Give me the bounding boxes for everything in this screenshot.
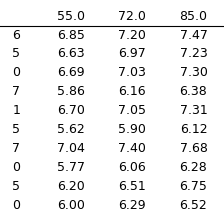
Text: 6.00: 6.00 <box>57 199 85 212</box>
Text: 7.03: 7.03 <box>118 66 146 79</box>
Text: 6.70: 6.70 <box>57 104 85 117</box>
Text: 7.40: 7.40 <box>118 142 146 155</box>
Text: 0: 0 <box>12 161 20 174</box>
Text: 72.0: 72.0 <box>118 10 146 23</box>
Text: 6.12: 6.12 <box>180 123 207 136</box>
Text: 5: 5 <box>12 180 20 193</box>
Text: 7.68: 7.68 <box>179 142 207 155</box>
Text: 5: 5 <box>12 123 20 136</box>
Text: 6.29: 6.29 <box>118 199 146 212</box>
Text: 7.31: 7.31 <box>180 104 207 117</box>
Text: 0: 0 <box>12 199 20 212</box>
Text: 6.28: 6.28 <box>180 161 207 174</box>
Text: 7.20: 7.20 <box>118 29 146 42</box>
Text: 6.16: 6.16 <box>118 85 146 98</box>
Text: 6.06: 6.06 <box>118 161 146 174</box>
Text: 6.20: 6.20 <box>57 180 85 193</box>
Text: 5.77: 5.77 <box>57 161 85 174</box>
Text: 7.04: 7.04 <box>57 142 85 155</box>
Text: 7.47: 7.47 <box>179 29 207 42</box>
Text: 6.97: 6.97 <box>118 47 146 60</box>
Text: 6.63: 6.63 <box>58 47 85 60</box>
Text: 85.0: 85.0 <box>179 10 207 23</box>
Text: 6.38: 6.38 <box>180 85 207 98</box>
Text: 7.05: 7.05 <box>118 104 146 117</box>
Text: 1: 1 <box>13 104 20 117</box>
Text: 5.62: 5.62 <box>57 123 85 136</box>
Text: 55.0: 55.0 <box>57 10 85 23</box>
Text: 6: 6 <box>13 29 20 42</box>
Text: 6.52: 6.52 <box>180 199 207 212</box>
Text: 0: 0 <box>12 66 20 79</box>
Text: 6.85: 6.85 <box>57 29 85 42</box>
Text: 5: 5 <box>12 47 20 60</box>
Text: 6.75: 6.75 <box>179 180 207 193</box>
Text: 7: 7 <box>12 142 20 155</box>
Text: 7: 7 <box>12 85 20 98</box>
Text: 5.90: 5.90 <box>118 123 146 136</box>
Text: 7.30: 7.30 <box>179 66 207 79</box>
Text: 6.51: 6.51 <box>118 180 146 193</box>
Text: 6.69: 6.69 <box>58 66 85 79</box>
Text: 7.23: 7.23 <box>180 47 207 60</box>
Text: 5.86: 5.86 <box>57 85 85 98</box>
